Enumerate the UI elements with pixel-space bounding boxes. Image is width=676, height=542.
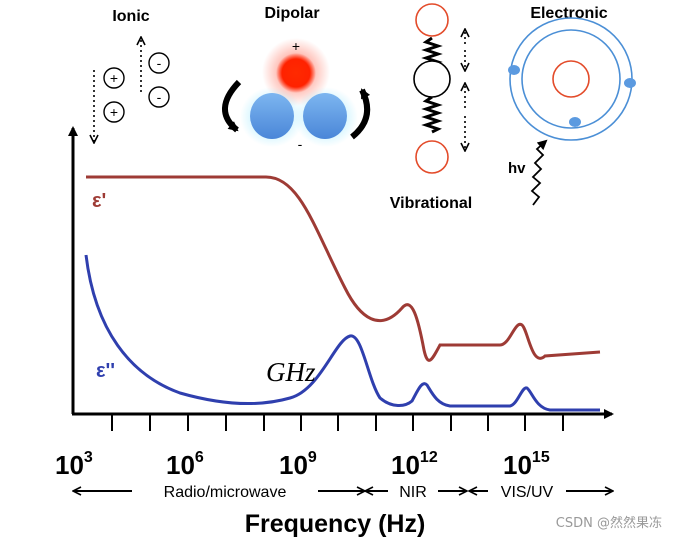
dipolar-mechanism: Dipolar + - (222, 5, 371, 152)
electronic-mechanism: Electronic hv (508, 5, 636, 206)
svg-text:+: + (110, 104, 118, 120)
watermark: CSDN @然然果冻 (556, 515, 662, 531)
band-vis-label: VIS/UV (501, 484, 554, 501)
cation-1: + (103, 67, 125, 89)
imag-permittivity-label: ε'' (96, 360, 115, 382)
tick-label-1e9: 109 (279, 449, 317, 480)
photon-label: hv (508, 160, 526, 177)
ghz-annotation: GHz (266, 357, 316, 387)
plot-axes (68, 126, 614, 431)
band-radio-label: Radio/microwave (164, 484, 287, 501)
electron-right (624, 78, 636, 88)
inner-orbit (521, 29, 621, 129)
photon-wave (530, 139, 548, 206)
svg-text:-: - (157, 55, 162, 71)
hydrogen-atom-right (303, 93, 347, 139)
svg-text:-: - (157, 89, 162, 105)
hydrogen-atom-left (250, 93, 294, 139)
tick-label-1e3: 103 (55, 449, 93, 480)
anion-2: - (148, 86, 170, 108)
vibrational-mechanism: Vibrational (390, 3, 472, 212)
dipolar-label: Dipolar (264, 5, 319, 22)
x-axis-tick-labels: 103 106 109 1012 1015 (55, 449, 550, 480)
tick-label-1e12: 1012 (391, 449, 438, 480)
oxygen-atom (276, 53, 316, 93)
real-permittivity-label: ε' (92, 190, 106, 212)
anion-1: - (148, 52, 170, 74)
nucleus (552, 60, 590, 98)
electron-left (508, 65, 520, 75)
vibrational-label: Vibrational (390, 195, 472, 212)
ionic-label: Ionic (112, 8, 149, 25)
electron-bottom (569, 117, 581, 127)
ionic-mechanism: Ionic + + - - (94, 8, 170, 142)
dipole-minus: - (298, 136, 303, 152)
dipole-plus: + (292, 38, 300, 54)
bond-spring-bottom (421, 95, 443, 134)
x-axis-label: Frequency (Hz) (245, 510, 426, 538)
x-axis-minor-ticks (111, 414, 564, 431)
vib-atom-bottom (415, 140, 449, 174)
vib-atom-center (413, 60, 451, 98)
band-nir-label: NIR (399, 484, 427, 501)
imag-permittivity-curve (84, 254, 600, 412)
rotation-arrow-right (350, 88, 371, 140)
vib-atom-top (415, 3, 449, 37)
real-permittivity-curve (86, 175, 601, 362)
tick-label-1e6: 106 (166, 449, 204, 480)
rotation-arrow-left (222, 79, 242, 133)
electronic-label: Electronic (530, 5, 607, 22)
cation-2: + (103, 101, 125, 123)
tick-label-1e15: 1015 (503, 449, 550, 480)
svg-text:+: + (110, 70, 118, 86)
